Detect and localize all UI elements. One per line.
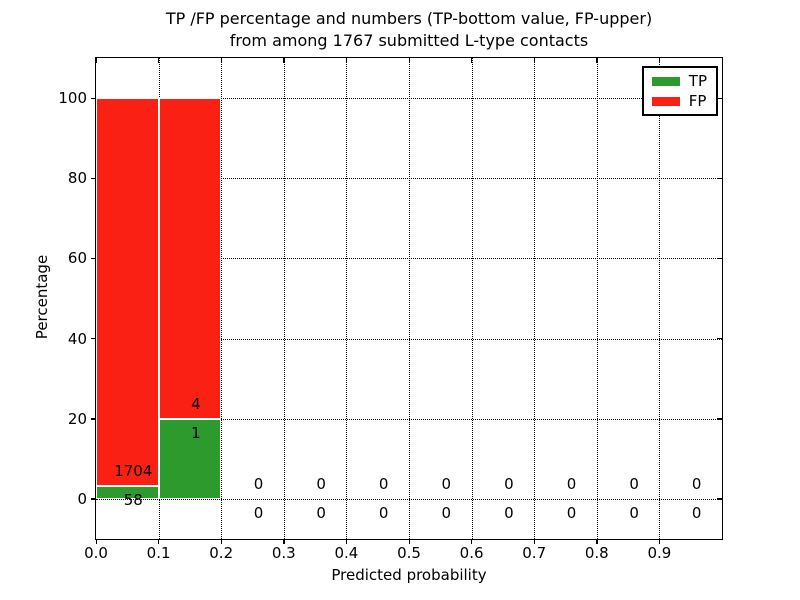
legend-swatch-fp-icon — [651, 96, 680, 106]
fp-count-label: 4 — [191, 395, 201, 414]
y-tick-label: 80 — [67, 169, 87, 188]
y-axis-label: Percentage — [33, 254, 51, 340]
x-tick-mark — [95, 539, 97, 544]
fp-count-label: 0 — [504, 475, 514, 494]
fp-count-label: 0 — [253, 475, 264, 494]
chart-title-line2: from among 1767 submitted L-type contact… — [229, 31, 589, 50]
x-axis-label: Predicted probability — [331, 566, 487, 584]
fp-count-label: 0 — [566, 475, 577, 494]
legend-label-fp: FP — [688, 92, 707, 110]
x-tick-mark — [658, 539, 661, 544]
tp-count-label: 0 — [504, 503, 514, 522]
chart-title-line1: TP /FP percentage and numbers (TP-bottom… — [165, 9, 653, 28]
x-tick-label: 0.9 — [647, 544, 672, 562]
legend: TP FP — [641, 66, 718, 116]
y-tick-mark — [717, 177, 722, 180]
y-tick-mark — [91, 257, 96, 260]
y-tick-mark — [91, 97, 96, 99]
y-tick-label: 40 — [67, 329, 87, 348]
fp-bar — [96, 98, 159, 486]
y-tick-label: 100 — [58, 89, 87, 108]
x-tick-mark — [471, 58, 473, 63]
x-tick-mark — [596, 539, 598, 544]
y-tick-mark — [91, 338, 96, 340]
x-tick-label: 0.4 — [334, 544, 359, 562]
x-tick-mark — [158, 539, 160, 544]
x-tick-mark — [283, 58, 285, 63]
y-tick-mark — [91, 418, 96, 420]
y-tick-label: 0 — [77, 489, 87, 508]
tp-count-label: 0 — [691, 503, 702, 522]
x-tick-label: 0.5 — [397, 544, 421, 562]
y-tick-label: 60 — [67, 249, 87, 268]
plot-area: TP FP 0 20 40 60 80 100 0.0 0.1 0.2 0.3 0.4 0.5 0.6 0… — [58, 57, 723, 562]
y-tick-mark — [91, 498, 96, 500]
x-tick-mark — [345, 58, 348, 63]
x-tick-mark — [471, 539, 473, 544]
fp-count-label: 0 — [316, 475, 326, 494]
tp-count-label: 58 — [123, 490, 143, 509]
v-gridline — [283, 58, 285, 539]
v-gridline — [221, 58, 223, 539]
x-tick-mark — [408, 539, 410, 544]
x-tick-label: 0.1 — [146, 544, 171, 562]
x-tick-mark — [658, 58, 661, 63]
fp-count-label: 0 — [378, 475, 389, 494]
y-tick-mark — [717, 498, 722, 500]
x-tick-label: 0.7 — [522, 544, 547, 562]
x-tick-mark — [220, 58, 223, 63]
x-tick-label: 0.6 — [459, 544, 484, 562]
fp-count-label: 1704 — [114, 462, 153, 481]
tp-count-label: 0 — [441, 503, 452, 522]
fp-count-label: 0 — [691, 475, 702, 494]
tp-count-label: 0 — [316, 503, 326, 522]
y-tick-mark — [717, 257, 722, 260]
x-tick-label: 0.0 — [84, 544, 108, 562]
x-tick-mark — [158, 58, 160, 63]
y-tick-mark — [91, 177, 96, 180]
x-tick-label: 0.2 — [209, 544, 234, 562]
fp-bar — [158, 98, 222, 419]
chart-title: TP /FP percentage and numbers (TP-bottom… — [95, 8, 723, 52]
x-tick-mark — [345, 539, 348, 544]
legend-label-tp: TP — [688, 72, 707, 90]
x-tick-mark — [95, 58, 97, 63]
legend-item-fp: FP — [651, 92, 707, 110]
x-tick-label: 0.3 — [271, 544, 296, 562]
fp-count-label: 0 — [629, 475, 639, 494]
legend-item-tp: TP — [651, 72, 707, 90]
y-tick-label: 20 — [67, 409, 87, 428]
y-tick-mark — [717, 338, 722, 340]
x-tick-label: 0.8 — [584, 544, 609, 562]
v-gridline — [596, 58, 598, 539]
v-gridline — [534, 58, 536, 539]
x-tick-mark — [220, 539, 223, 544]
y-tick-mark — [717, 97, 722, 99]
tp-count-label: 0 — [566, 503, 577, 522]
x-tick-mark — [533, 58, 536, 63]
v-gridline — [346, 58, 348, 539]
v-gridline — [471, 58, 473, 539]
fp-count-label: 0 — [441, 475, 452, 494]
x-tick-mark — [596, 58, 598, 63]
tp-count-label: 0 — [253, 503, 264, 522]
tp-bar — [96, 485, 159, 499]
legend-swatch-tp-icon — [651, 76, 680, 86]
tp-count-label: 0 — [629, 503, 639, 522]
tp-count-label: 1 — [191, 423, 201, 442]
tp-count-label: 0 — [378, 503, 389, 522]
v-gridline — [659, 58, 661, 539]
tp-bar — [158, 418, 222, 499]
v-gridline — [409, 58, 410, 539]
y-tick-mark — [717, 418, 722, 420]
x-tick-mark — [283, 539, 285, 544]
x-tick-mark — [408, 58, 410, 63]
x-tick-mark — [533, 539, 536, 544]
